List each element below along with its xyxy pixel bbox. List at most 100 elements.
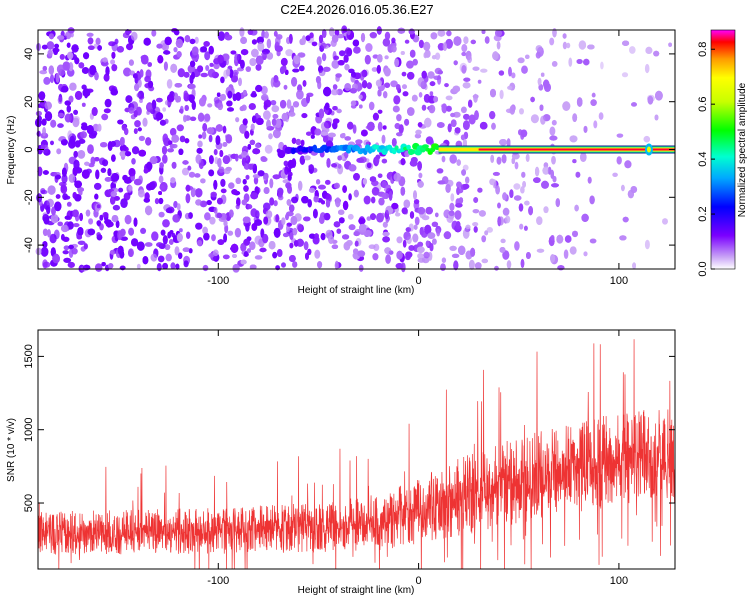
spectrogram-cell xyxy=(142,256,149,265)
spectrogram-cell xyxy=(137,127,142,132)
spectrogram-cell xyxy=(494,265,499,271)
spectrogram-cell xyxy=(653,50,660,57)
spectrogram-cell xyxy=(57,123,64,128)
spectrogram-cell xyxy=(417,253,424,259)
spectrogram-cell xyxy=(169,127,177,136)
spectrogram-cell xyxy=(461,51,467,57)
spectrogram-cell xyxy=(325,194,332,202)
spectrogram-cell xyxy=(384,67,391,77)
spectrogram-cell xyxy=(194,173,201,178)
spectrogram-cell xyxy=(342,200,349,211)
spectrogram-cell xyxy=(572,230,578,238)
spectrogram-cell xyxy=(178,252,183,259)
spectrogram-cell xyxy=(539,104,544,111)
spectrogram-cell xyxy=(90,156,96,166)
spectrogram-cell xyxy=(589,238,597,244)
spectrogram-cell xyxy=(77,187,84,193)
spectrogram-cell xyxy=(572,113,578,122)
spectrogram-cell xyxy=(549,135,558,141)
spectrogram-cell xyxy=(501,154,507,164)
spectrogram-cell xyxy=(157,112,162,117)
spectrogram-cell xyxy=(202,131,207,140)
spectrogram-cell xyxy=(55,73,60,83)
spectrogram-cell xyxy=(53,48,58,56)
spectrogram-cell xyxy=(461,44,468,53)
spectrogram-cell xyxy=(443,231,452,240)
spectrogram-cell xyxy=(205,65,210,71)
spectrogram-cell xyxy=(518,203,524,212)
spectrogram-cell xyxy=(301,35,306,45)
spectrogram-cell xyxy=(322,66,331,72)
spectrogram-cell xyxy=(150,253,158,262)
spectrogram-cell xyxy=(179,228,183,233)
spectrogram-cell xyxy=(492,51,499,61)
spectrogram-cell xyxy=(170,262,176,270)
spectrogram-cell xyxy=(263,110,271,120)
spectrogram-cell xyxy=(101,262,106,267)
spectrogram-cell xyxy=(343,151,349,159)
spectrogram-cell xyxy=(255,117,264,125)
spectrogram-cell xyxy=(81,84,87,90)
spectrogram-cell xyxy=(499,139,507,146)
spectrogram-cell xyxy=(112,204,120,211)
spectrogram-cell xyxy=(77,150,86,159)
spectrogram-cell xyxy=(325,200,331,208)
spectrogram-cell xyxy=(392,105,400,113)
spectrogram-cell xyxy=(437,180,446,185)
spectrogram-cell xyxy=(315,76,321,84)
spectrogram-cell xyxy=(338,217,345,224)
spectrogram-cell xyxy=(159,182,168,192)
snr-frame xyxy=(37,329,676,570)
spectrogram-cell xyxy=(44,101,52,110)
spectrogram-cell xyxy=(208,169,215,177)
spectrogram-cell xyxy=(36,130,41,137)
spectrogram-cell xyxy=(176,124,184,132)
spectrogram-cell xyxy=(668,42,672,47)
spectrogram-cell xyxy=(381,158,388,164)
spectrogram-cell xyxy=(418,92,423,98)
spectrogram-cell xyxy=(172,214,181,223)
spectrogram-cell xyxy=(427,232,436,239)
spectrogram-cell xyxy=(454,210,462,220)
spectrogram-cell xyxy=(52,253,60,264)
spectrogram-cell xyxy=(469,259,475,270)
spectrogram-cell xyxy=(295,138,301,146)
spectrogram-cell xyxy=(490,88,496,98)
spectrogram-cell xyxy=(286,199,292,206)
spectrogram-cell xyxy=(230,50,237,55)
spectrogram-cell xyxy=(395,263,404,269)
spectrogram-cell xyxy=(174,246,180,256)
spectrogram-cell xyxy=(206,127,215,135)
spectrogram-cell xyxy=(111,41,118,52)
spectrogram-cell xyxy=(273,129,281,139)
spectrogram-cell xyxy=(289,232,294,240)
spectrogram-cell xyxy=(334,260,339,270)
spectrogram-cell xyxy=(61,174,68,184)
spectrogram-cell xyxy=(437,70,443,75)
spectrogram-cell xyxy=(291,77,298,87)
spectrogram-cell xyxy=(243,251,249,257)
spectrogram-cell xyxy=(300,139,305,147)
spectrogram-cell xyxy=(234,227,241,238)
spectrogram-cell xyxy=(333,118,340,124)
spectrogram-cell xyxy=(206,200,212,206)
spectrogram-cell xyxy=(217,197,223,205)
spectrogram-cell xyxy=(74,180,82,189)
spectrogram-cell xyxy=(174,29,180,36)
spectrogram-cell xyxy=(549,126,556,136)
spectrogram-cell xyxy=(108,263,114,269)
spectrogram-cell xyxy=(272,174,281,180)
spectrogram-cell xyxy=(460,106,467,114)
spectrogram-cell xyxy=(269,197,275,206)
spectrogram-cell xyxy=(174,83,183,88)
spectrogram-cell xyxy=(89,65,97,75)
spectrogram-cell xyxy=(58,69,65,76)
spectrogram-cell xyxy=(323,135,328,143)
spectrogram-cell xyxy=(536,248,545,253)
spectrogram-cell xyxy=(361,129,368,137)
spectrogram-cell xyxy=(282,64,287,73)
spectrogram-cell xyxy=(261,30,266,39)
spectrogram-cell xyxy=(67,221,74,230)
spectrogram-cell xyxy=(428,104,436,114)
